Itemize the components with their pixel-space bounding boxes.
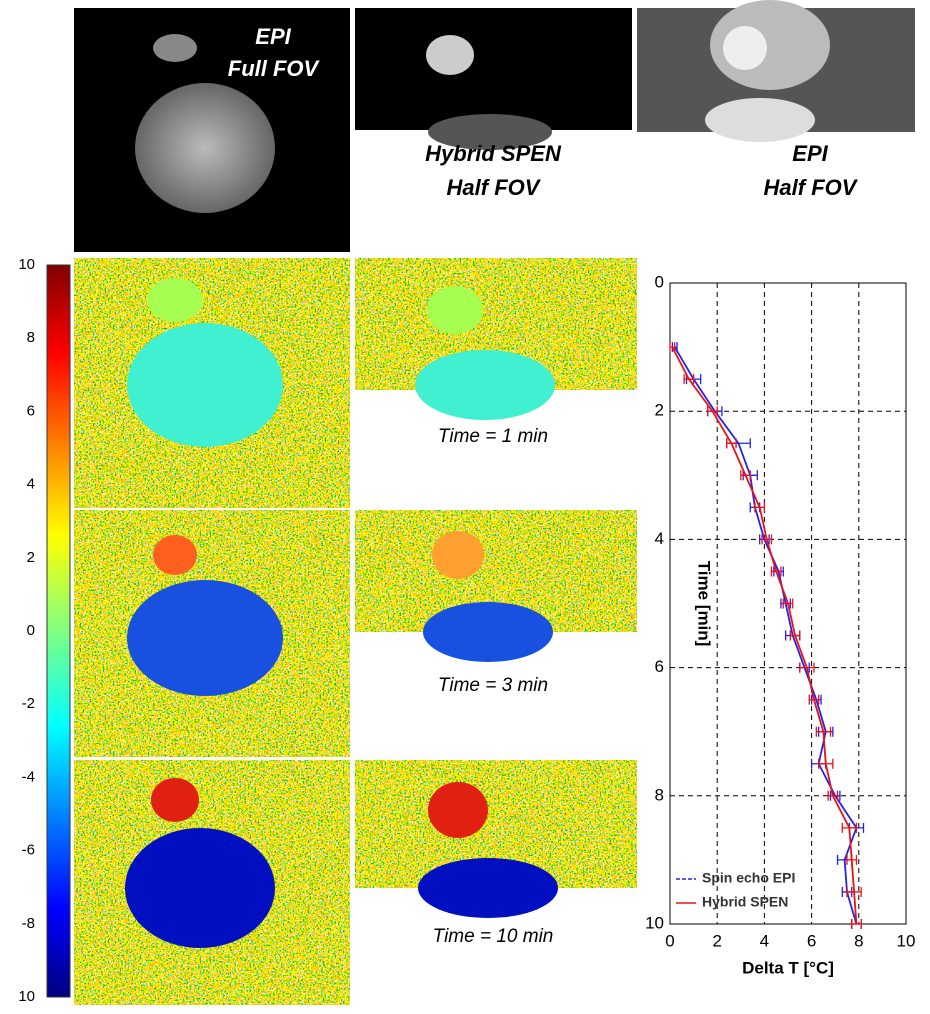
x-axis-label: Delta T [°C]: [742, 958, 834, 977]
legend-label: Hybrid SPEN: [702, 894, 788, 910]
caption: Hybrid SPEN: [425, 141, 562, 166]
heatmaps: [74, 258, 637, 1005]
blob: [127, 580, 283, 696]
colorbar-label: 8: [27, 329, 35, 346]
caption: EPI: [792, 141, 828, 166]
caption: Half FOV: [764, 175, 859, 200]
colorbar-label: -6: [22, 842, 35, 859]
y-tick-label: 0: [655, 272, 664, 291]
time-label: Time = 3 min: [438, 675, 548, 696]
blob: [432, 531, 484, 579]
blob: [147, 278, 203, 322]
colorbar-label: 6: [27, 402, 35, 419]
x-tick-label: 10: [897, 931, 916, 950]
colorbar-label: -8: [22, 915, 35, 932]
time-label: Time = 10 min: [433, 926, 554, 947]
colorbar-label: 4: [27, 476, 35, 493]
blob: [153, 535, 197, 575]
colorbar-label: 0: [27, 622, 35, 639]
mri-image: [355, 8, 632, 130]
colorbar-label: 10: [18, 256, 35, 273]
x-tick-label: 0: [665, 931, 674, 950]
y-tick-label: 8: [655, 785, 664, 804]
x-tick-label: 2: [712, 931, 721, 950]
blob: [151, 778, 199, 822]
y-tick-label: 10: [645, 913, 664, 932]
y-tick-label: 2: [655, 401, 664, 420]
blob: [127, 323, 283, 447]
y-tick-label: 6: [655, 657, 664, 676]
caption: Full FOV: [228, 56, 321, 81]
figure: EPI Full FOV Hybrid SPEN Half FOV EPI Ha…: [0, 0, 930, 1009]
y-axis-label: Time [min]: [695, 561, 714, 647]
caption: Half FOV: [447, 175, 542, 200]
blob: [723, 26, 767, 70]
x-tick-label: 8: [854, 931, 863, 950]
colorbar-label: -4: [22, 768, 35, 785]
colorbar-label: 10: [18, 988, 35, 1005]
blob: [426, 35, 474, 75]
blob: [427, 286, 483, 334]
colorbar: [47, 265, 70, 997]
blob: [135, 83, 275, 213]
x-tick-label: 6: [807, 931, 816, 950]
blob: [423, 602, 553, 662]
blob: [415, 350, 555, 420]
caption: EPI: [255, 24, 291, 49]
colorbar-label: -2: [22, 695, 35, 712]
blob: [125, 828, 275, 948]
time-label: Time = 1 min: [438, 426, 548, 447]
blob: [153, 34, 197, 62]
x-tick-label: 4: [760, 931, 769, 950]
y-tick-label: 4: [655, 529, 664, 548]
blob: [418, 858, 558, 918]
legend-label: Spin echo EPI: [702, 870, 795, 886]
blob: [428, 782, 488, 838]
colorbar-label: 2: [27, 549, 35, 566]
blob: [705, 98, 815, 142]
